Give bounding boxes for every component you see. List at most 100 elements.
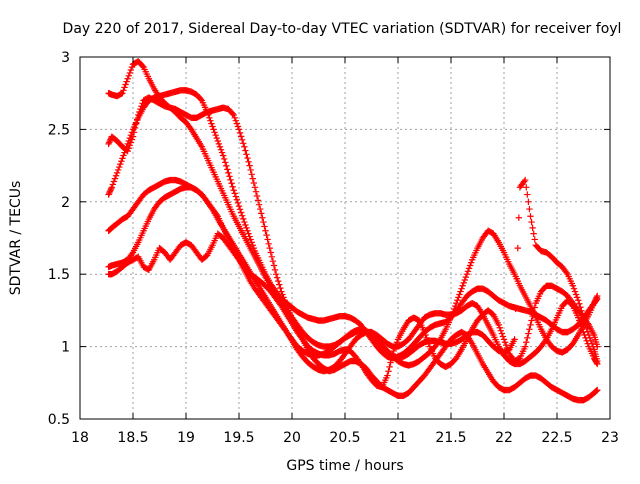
data-point (542, 337, 549, 345)
data-point (530, 308, 537, 316)
data-point (216, 143, 224, 150)
data-point (495, 321, 502, 329)
data-point (231, 114, 238, 122)
data-point (265, 240, 272, 247)
data-point (528, 218, 535, 226)
data-point (113, 169, 121, 177)
data-point (571, 288, 579, 295)
data-point (250, 179, 258, 187)
data-point (386, 363, 393, 371)
data-point (270, 262, 278, 269)
data-point (230, 111, 237, 119)
data-point (241, 143, 248, 150)
chart-title: Day 220 of 2017, Sidereal Day-to-day VTE… (63, 21, 622, 37)
data-point (238, 136, 246, 144)
data-point (126, 142, 134, 149)
data-point (587, 337, 595, 345)
data-point (457, 288, 464, 295)
data-point (529, 224, 536, 232)
data-point (501, 339, 509, 346)
data-point (579, 310, 586, 318)
data-point (266, 244, 273, 252)
data-point (570, 285, 578, 292)
data-point (217, 146, 225, 153)
data-point (577, 320, 584, 327)
x-tick-label: 20 (283, 430, 301, 446)
data-point (462, 273, 470, 281)
data-point (107, 187, 114, 194)
data-point (498, 330, 506, 337)
data-point (264, 236, 271, 243)
data-point (232, 193, 240, 200)
data-point (108, 184, 115, 191)
x-tick-label: 19.5 (223, 430, 254, 446)
data-point (129, 133, 137, 140)
data-point (257, 205, 264, 213)
y-tick-label: 1 (61, 340, 70, 356)
y-tick-label: 0.5 (48, 412, 70, 428)
data-point (499, 333, 507, 340)
x-tick-label: 22.5 (541, 430, 572, 446)
data-point (135, 111, 142, 119)
data-point (391, 344, 399, 352)
data-point (120, 87, 127, 94)
data-point (524, 191, 531, 198)
data-point (127, 66, 135, 74)
data-point (229, 110, 236, 117)
data-point (421, 328, 428, 336)
data-point (269, 257, 277, 265)
data-point (277, 284, 284, 292)
data-point (109, 181, 117, 188)
data-point (237, 133, 245, 140)
data-point (218, 149, 226, 156)
data-point (392, 341, 400, 349)
data-point (249, 175, 256, 182)
data-point (209, 123, 216, 130)
x-tick-label: 18 (71, 430, 89, 446)
data-point (577, 304, 584, 311)
data-point (112, 172, 120, 179)
data-point (230, 187, 237, 194)
data-point (464, 268, 472, 275)
data-point (456, 291, 463, 298)
data-point (530, 230, 537, 237)
data-point (206, 114, 213, 122)
data-point (223, 162, 230, 170)
data-point (222, 159, 229, 166)
data-point (272, 271, 280, 278)
data-point (531, 236, 538, 243)
data-point (594, 295, 601, 303)
data-point (128, 63, 136, 71)
data-point (575, 297, 582, 304)
data-point (236, 129, 244, 137)
data-point (215, 140, 223, 148)
data-point (220, 155, 228, 163)
data-point (500, 336, 508, 343)
data-point (588, 340, 596, 347)
data-point (117, 160, 124, 168)
x-tick-label: 21.5 (435, 430, 466, 446)
data-point (124, 147, 131, 155)
data-point (125, 145, 132, 152)
data-point (227, 176, 234, 183)
data-point (208, 204, 215, 211)
data-point (240, 215, 247, 223)
data-point (594, 357, 601, 365)
y-tick-label: 2.5 (48, 122, 70, 138)
data-point (213, 134, 220, 142)
data-point (387, 359, 394, 366)
data-point (137, 105, 144, 113)
data-point (240, 140, 247, 147)
data-point (243, 224, 250, 232)
data-point (593, 296, 600, 303)
data-point (527, 213, 534, 220)
data-point (454, 297, 461, 304)
data-point (119, 90, 126, 97)
data-point (268, 253, 276, 261)
x-tick-label: 19 (177, 430, 195, 446)
data-point (531, 304, 538, 311)
data-point (583, 324, 590, 332)
data-point (522, 343, 529, 350)
data-point (515, 214, 523, 221)
